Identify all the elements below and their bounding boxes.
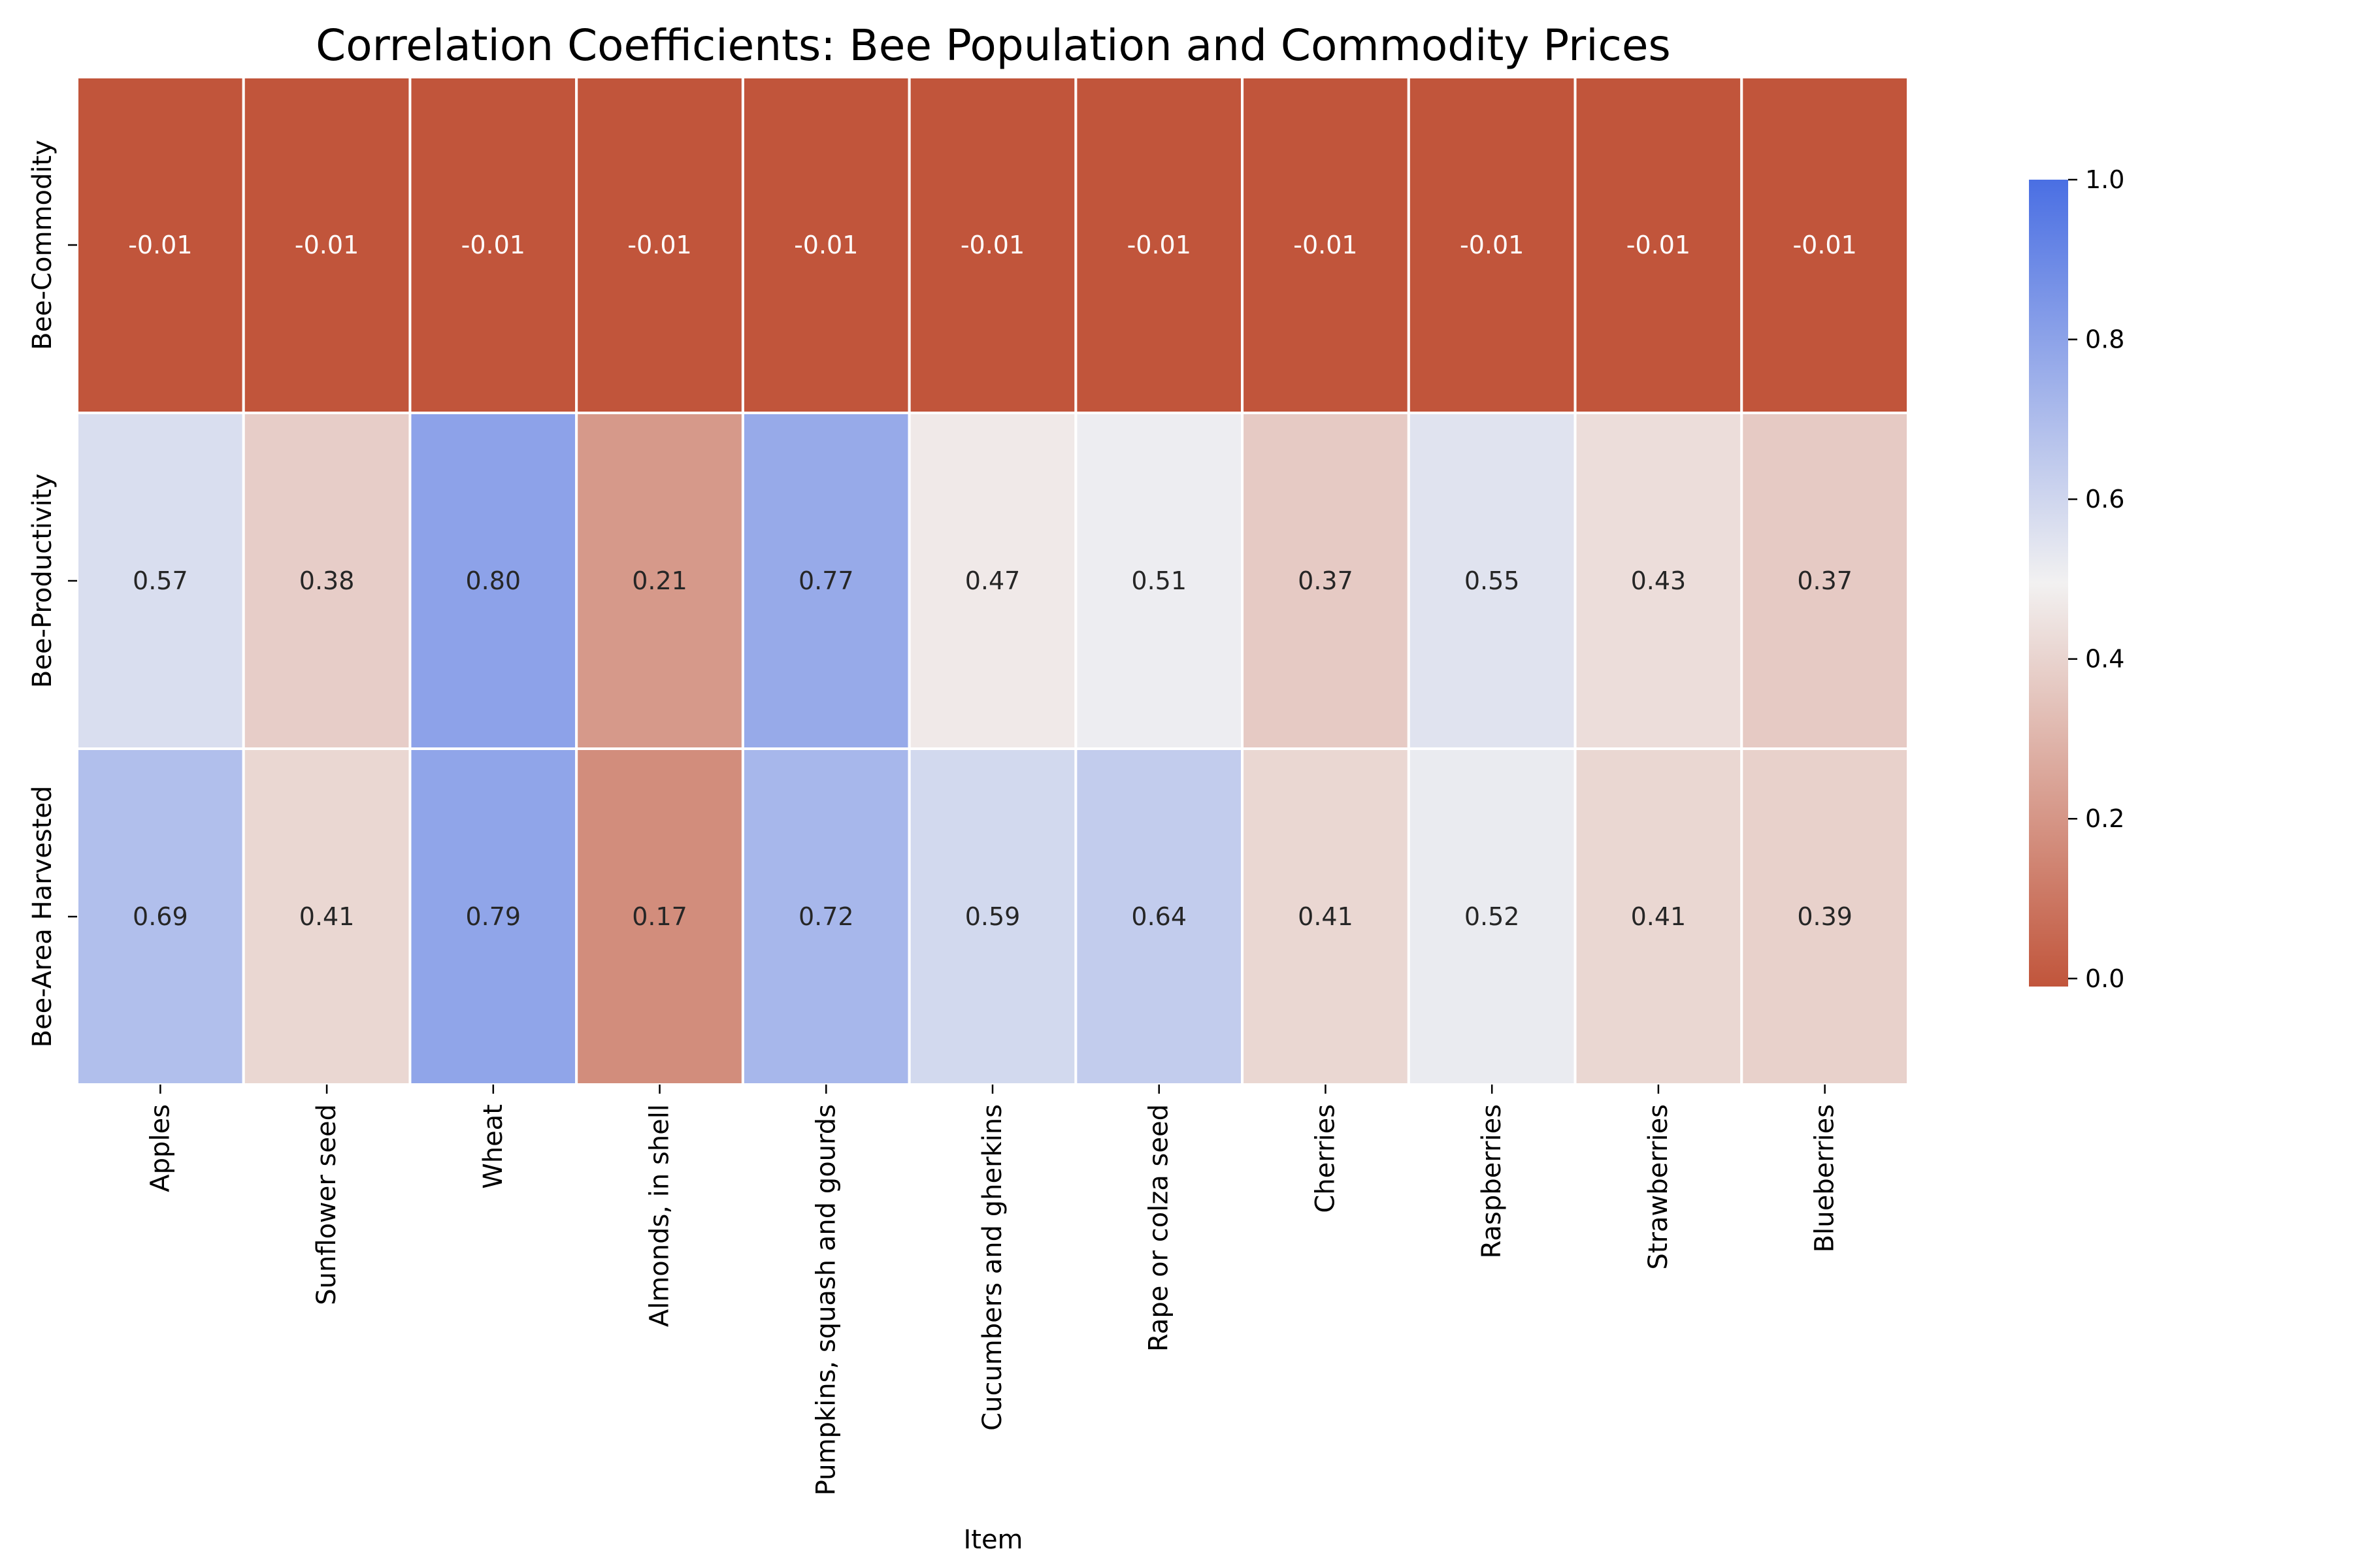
cell-value-label: 0.79 [466,902,521,931]
heatmap-cell [741,747,911,1086]
y-tick-label: Bee-Area Harvested [27,786,58,1048]
colorbar-tick-label: 0.8 [2085,325,2124,354]
cell-value-label: 0.69 [133,902,188,931]
y-tick-label: Bee-Productivity [27,474,58,688]
cell-value-label: -0.01 [1626,231,1690,259]
cell-value-label: 0.57 [133,566,188,595]
heatmap-cells [76,76,1909,1086]
cell-value-label: -0.01 [1127,231,1191,259]
y-tick-label: Bee-Commodity [27,140,58,350]
x-tick-label: Blueberries [1810,1104,1840,1252]
colorbar-gradient [2029,180,2068,987]
x-tick-label: Pumpkins, squash and gourds [811,1104,841,1495]
x-axis: Apples Sunflower seed Wheat Almonds, in she… [145,1085,1840,1495]
colorbar-tick-label: 1.0 [2085,165,2124,194]
x-tick-label: Rape or colza seed [1144,1104,1174,1352]
colorbar: 0.0 0.2 0.4 0.6 0.8 1.0 [2029,165,2124,993]
cell-value-label: 0.17 [632,902,687,931]
heatmap-cell [908,76,1078,414]
cell-value-label: -0.01 [461,231,525,259]
heatmap-cell [1573,412,1743,750]
heatmap-cell [1241,412,1410,750]
x-tick-label: Strawberries [1643,1104,1673,1270]
chart-title: Correlation Coefficients: Bee Population… [316,20,1671,71]
heatmap-cell [1573,76,1743,414]
cell-value-label: 0.52 [1464,902,1520,931]
y-axis: Bee-Commodity Bee-Productivity Bee-Area Ha… [27,140,77,1047]
colorbar-ticks: 0.0 0.2 0.4 0.6 0.8 1.0 [2068,165,2124,993]
x-tick-label: Sunflower seed [312,1104,342,1305]
cell-value-label: 0.64 [1131,902,1187,931]
cell-value-label: 0.41 [1298,902,1353,931]
cell-value-label: 0.43 [1631,566,1687,595]
heatmap-cell [575,76,744,414]
cell-value-label: 0.77 [799,566,854,595]
cell-value-label: -0.01 [1293,231,1357,259]
cell-value-label: 0.41 [299,902,355,931]
heatmap-cell-labels: -0.01 -0.01 -0.01 -0.01 -0.01 -0.01 -0.01 -0.01… [128,231,1857,931]
heatmap-cell [76,76,245,414]
heatmap-cell [1740,747,1909,1086]
heatmap-cell [908,747,1078,1086]
cell-value-label: 0.37 [1797,566,1853,595]
cell-value-label: 0.55 [1464,566,1520,595]
x-tick-label: Raspberries [1477,1104,1507,1258]
x-tick-label: Almonds, in shell [645,1104,675,1327]
heatmap-cell [76,412,245,750]
heatmap-cell [1740,76,1909,414]
cell-value-label: 0.39 [1797,902,1853,931]
heatmap-cell [908,412,1078,750]
cell-value-label: -0.01 [794,231,858,259]
cell-value-label: 0.80 [466,566,521,595]
heatmap-cell [741,76,911,414]
colorbar-tick-label: 0.4 [2085,645,2124,674]
x-tick-label: Apples [145,1104,175,1192]
cell-value-label: 0.37 [1298,566,1353,595]
colorbar-tick-label: 0.0 [2085,964,2124,993]
cell-value-label: -0.01 [1792,231,1856,259]
heatmap-cell [408,412,578,750]
heatmap-cell [1074,412,1244,750]
cell-value-label: 0.72 [799,902,854,931]
cell-value-label: 0.59 [965,902,1021,931]
x-tick-label: Cherries [1310,1104,1340,1213]
heatmap-cell [741,412,911,750]
heatmap-cell [408,747,578,1086]
heatmap-cell [1407,412,1577,750]
cell-value-label: -0.01 [627,231,691,259]
cell-value-label: -0.01 [128,231,192,259]
cell-value-label: 0.41 [1631,902,1687,931]
colorbar-tick-label: 0.6 [2085,485,2124,514]
heatmap-cell [1241,76,1410,414]
heatmap-cell [1074,747,1244,1086]
heatmap-cell [242,76,412,414]
cell-value-label: -0.01 [295,231,359,259]
heatmap-cell [1740,412,1909,750]
cell-value-label: 0.51 [1131,566,1187,595]
cell-value-label: -0.01 [961,231,1025,259]
heatmap-cell [1407,747,1577,1086]
cell-value-label: 0.47 [965,566,1021,595]
heatmap-cell [242,412,412,750]
cell-value-label: 0.21 [632,566,687,595]
colorbar-tick-label: 0.2 [2085,804,2124,833]
cell-value-label: -0.01 [1460,231,1524,259]
x-tick-label: Wheat [478,1104,508,1189]
x-tick-label: Cucumbers and gherkins [978,1104,1008,1431]
heatmap-cell [408,76,578,414]
heatmap-cell [76,747,245,1086]
x-axis-label: Item [963,1525,1023,1555]
cell-value-label: 0.38 [299,566,355,595]
